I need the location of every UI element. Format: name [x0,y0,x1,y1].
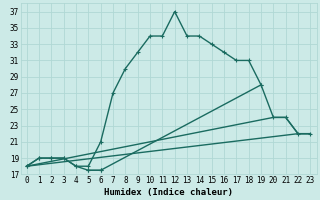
X-axis label: Humidex (Indice chaleur): Humidex (Indice chaleur) [104,188,233,197]
